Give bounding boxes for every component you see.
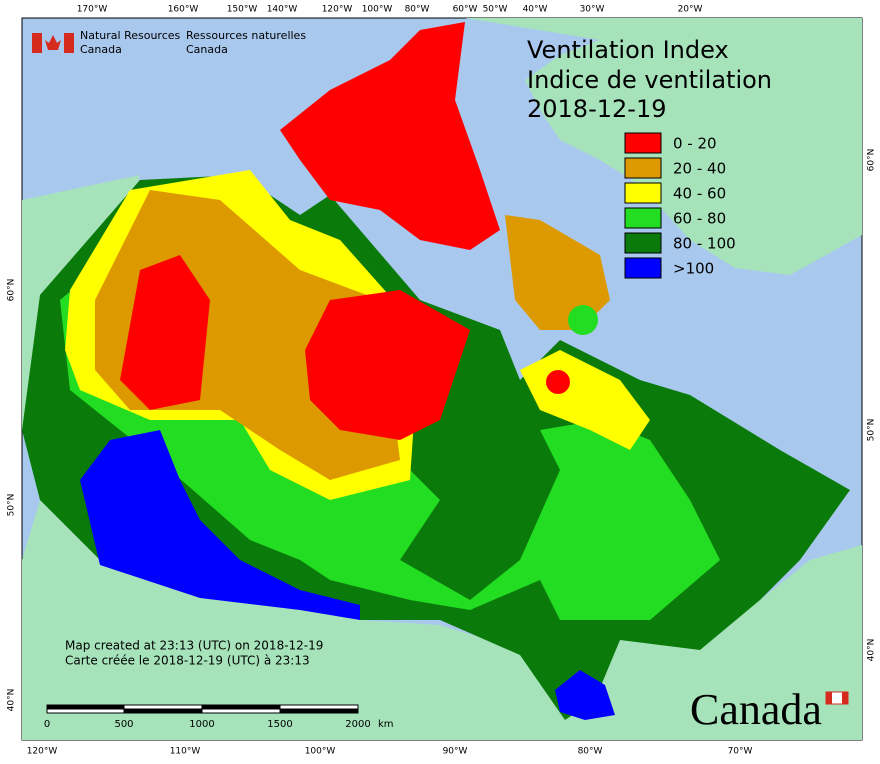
- graticule-label: 120°W: [27, 747, 58, 757]
- title-fr: Indice de ventilation: [527, 66, 772, 94]
- graticule-label: 150°W: [227, 5, 258, 15]
- legend-swatch: [624, 132, 662, 154]
- scale-label: 500: [114, 719, 133, 730]
- region-0-20-central: [305, 290, 470, 440]
- graticule-label: 50°N: [867, 419, 877, 442]
- graticule-label: 40°W: [523, 5, 548, 15]
- wordmark-flag: [842, 692, 848, 704]
- flag-leaf: [45, 35, 61, 50]
- scale-segment: [279, 704, 359, 710]
- arctic-islands: [280, 22, 500, 250]
- agency-fr: Canada: [186, 43, 228, 56]
- legend-label: >100: [673, 260, 714, 278]
- note: Map created at 23:13 (UTC) on 2018-12-19: [65, 639, 323, 653]
- graticule-label: 80°W: [405, 5, 430, 15]
- graticule-label: 70°W: [728, 747, 753, 757]
- graticule-label: 170°W: [77, 5, 108, 15]
- graticule-label: 60°N: [7, 279, 17, 302]
- graticule-label: 100°W: [362, 5, 393, 15]
- legend: 0 - 20 20 - 40 40 - 60 60 - 80 80 - 100 >100: [624, 132, 736, 279]
- legend-label: 80 - 100: [673, 235, 736, 253]
- graticule-label: 60°W: [453, 5, 478, 15]
- graticule-label: 140°W: [267, 5, 298, 15]
- legend-label: 60 - 80: [673, 210, 726, 228]
- wordmark-flag: [826, 692, 832, 704]
- graticule-label: 90°W: [443, 747, 468, 757]
- quebec-north: [505, 215, 610, 330]
- graticule-label: 110°W: [170, 747, 201, 757]
- title-en: Ventilation Index: [527, 36, 729, 64]
- scale-segment: [123, 708, 203, 714]
- legend-label: 20 - 40: [673, 160, 726, 178]
- graticule-label: 100°W: [305, 747, 336, 757]
- ontario-south: [555, 670, 615, 720]
- scale-label: 1500: [267, 719, 292, 730]
- flag-bar: [32, 33, 42, 53]
- red-spot: [546, 370, 570, 394]
- green-spot: [568, 305, 598, 335]
- region-above-100: [80, 430, 360, 620]
- note: Carte créée le 2018-12-19 (UTC) à 23:13: [65, 654, 310, 668]
- graticule-label: 60°N: [867, 149, 877, 172]
- greenland: [465, 18, 862, 275]
- legend-label: 0 - 20: [673, 135, 717, 153]
- map-date: 2018-12-19: [527, 95, 666, 123]
- graticule-label: 160°W: [168, 5, 199, 15]
- canada-wordmark: Canada: [690, 685, 822, 734]
- graticule-label: 120°W: [322, 5, 353, 15]
- agency-en: Canada: [80, 43, 122, 56]
- graticule-label: 40°N: [7, 689, 17, 712]
- scale-label: 1000: [189, 719, 214, 730]
- legend-swatch: [624, 232, 662, 254]
- map-area: [21, 17, 863, 741]
- agency-logo: Natural Resources Canada Ressources natu…: [32, 29, 306, 56]
- legend-swatch: [624, 157, 662, 179]
- scale-unit: km: [378, 719, 394, 730]
- scale-segment: [123, 704, 203, 710]
- scale-segment: [201, 704, 281, 710]
- graticule-label: 30°W: [580, 5, 605, 15]
- graticule-labels: 170°W 160°W 150°W 140°W 120°W 100°W 80°W 60°W 50…: [7, 5, 877, 757]
- legend-swatch: [624, 207, 662, 229]
- scale-segment: [46, 708, 125, 714]
- flag-bar: [64, 33, 74, 53]
- wordmark: Canada: [690, 685, 849, 734]
- graticule-label: 20°W: [678, 5, 703, 15]
- legend-swatch: [624, 257, 662, 279]
- scale-segment: [201, 708, 281, 714]
- agency-fr: Ressources naturelles: [186, 29, 306, 42]
- agency-en: Natural Resources: [80, 29, 181, 42]
- graticule-label: 50°W: [483, 5, 508, 15]
- region-0-20: [120, 255, 210, 410]
- graticule-label: 50°N: [7, 494, 17, 517]
- scale-label: 0: [44, 719, 50, 730]
- scale-label: 2000: [345, 719, 370, 730]
- legend-label: 40 - 60: [673, 185, 726, 203]
- graticule-label: 80°W: [578, 747, 603, 757]
- graticule-label: 40°N: [867, 639, 877, 662]
- legend-swatch: [624, 182, 662, 204]
- region-60-80: [60, 250, 720, 620]
- scale-segment: [279, 708, 359, 714]
- united-states: [22, 500, 862, 740]
- scale-segment: [46, 704, 125, 710]
- scale-bar: 0 500 1000 1500 2000 km: [44, 704, 394, 730]
